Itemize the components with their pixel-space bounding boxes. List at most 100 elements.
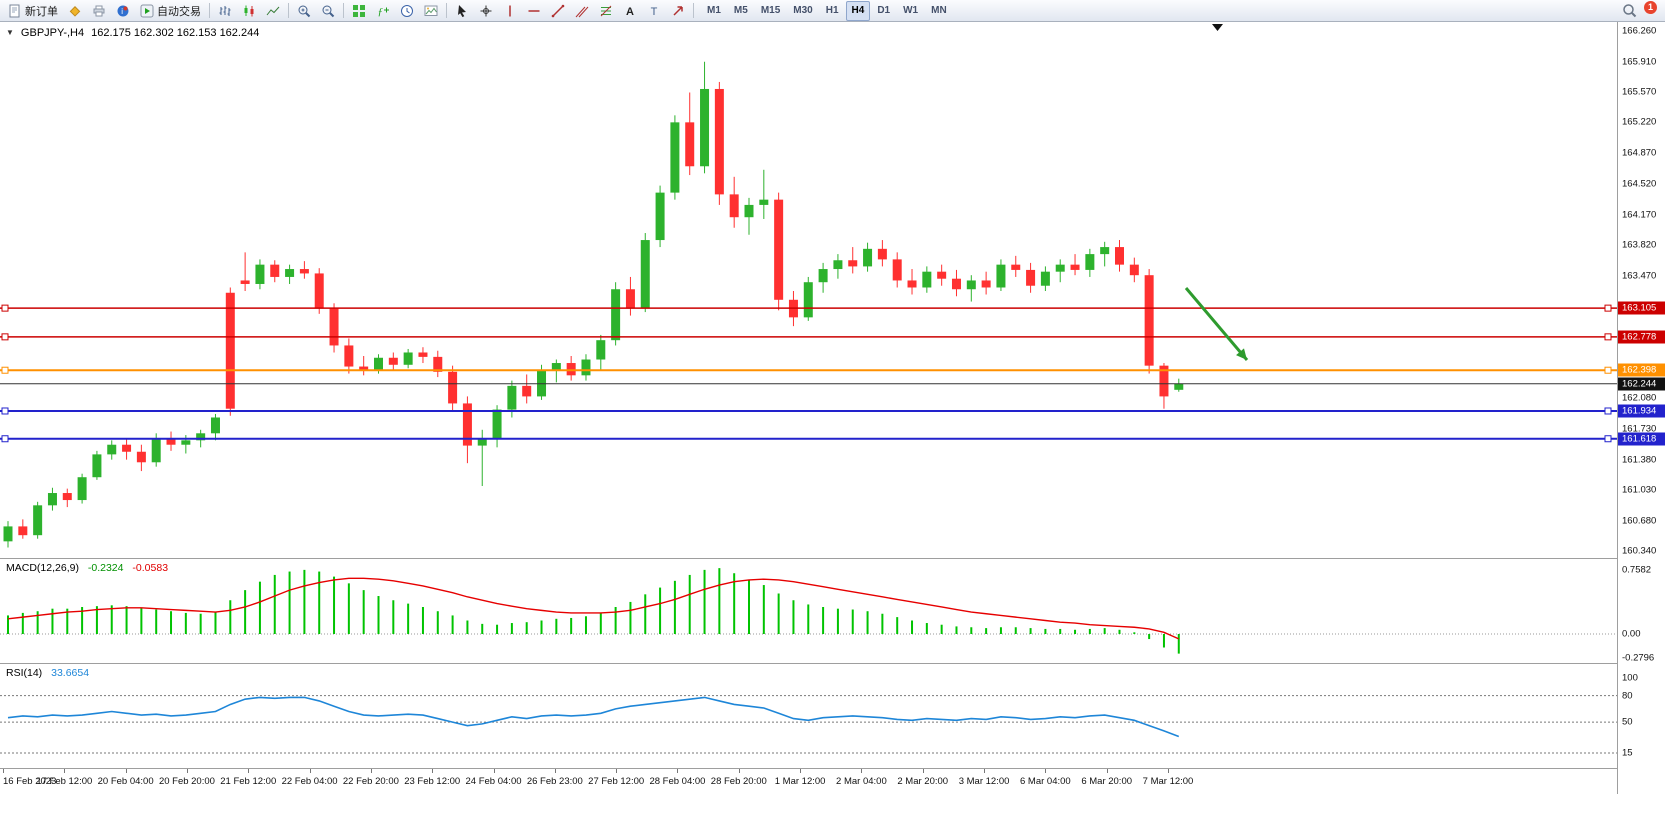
print-button[interactable] [87,0,111,21]
text-tool-button[interactable]: A [618,0,642,21]
macd-signal-value: -0.0583 [132,562,169,574]
rsi-axis-label: 100 [1622,672,1638,684]
timeframe-h1-button[interactable]: H1 [825,4,839,16]
channel-tool-button[interactable] [570,0,594,21]
one-click-trading-toggle[interactable]: ▼ [6,28,14,37]
hline-163-105[interactable] [0,304,1617,312]
chart-shift-marker[interactable] [1212,24,1223,31]
time-axis-tick [1168,769,1169,773]
timeframe-m1-button[interactable]: M1 [707,4,721,16]
price-axis-label: 163.470 [1622,270,1657,282]
rsi-value: 33.6654 [51,667,90,679]
new-order-button[interactable]: 新订单 [3,0,63,21]
zoom-in-button[interactable] [292,0,316,21]
timeframe-d1-button[interactable]: D1 [877,4,891,16]
price-axis-label: 160.340 [1622,545,1657,557]
templates-button[interactable] [419,0,443,21]
line-chart-mode-button[interactable] [261,0,285,21]
price-axis-label: 162.080 [1622,392,1657,404]
arrow-tool-icon [673,5,683,16]
price-tag-161-618: 161.618 [1618,432,1665,446]
arrows-tool-button[interactable] [666,0,690,21]
price-axis-label: 164.520 [1622,178,1657,190]
price-axis[interactable]: 166.260 165.910 165.570 165.220 164.870 164.5… [1617,22,1665,794]
time-axis-label: 22 Feb 20:00 [342,776,399,787]
metaeditor-button[interactable] [63,0,87,21]
chart-ohlc-readout: 162.175 162.302 162.153 162.244 [91,27,260,39]
timeframe-m15-button[interactable]: M15 [760,4,781,16]
macd-indicator-panel[interactable]: MACD(12,26,9) -0.2324 -0.0583 [0,558,1617,663]
time-axis-label: 24 Feb 04:00 [465,776,522,787]
cursor-tool-button[interactable] [450,0,474,21]
equidistant-channel-icon [575,6,589,17]
time-axis[interactable]: 16 Feb 2023 17 Feb 12:00 20 Feb 04:00 20 Fe… [0,768,1617,795]
vertical-line-tool-button[interactable] [498,0,522,21]
price-axis-label: 164.870 [1622,147,1657,159]
trendline-tool-button[interactable] [546,0,570,21]
toolbar-separator [343,3,344,18]
rsi-indicator-panel[interactable]: RSI(14) 33.6654 [0,663,1617,768]
time-axis-label: 20 Feb 04:00 [97,776,154,787]
period-button[interactable] [395,0,419,21]
toolbar-separator [209,3,210,18]
timeframe-m5-button[interactable]: M5 [733,4,748,16]
bar-chart-mode-button[interactable] [213,0,237,21]
current-price-tag: 162.244 [1618,377,1665,391]
toolbar-separator [693,3,694,18]
timeframe-h4-button[interactable]: H4 [845,0,871,21]
time-axis-tick [309,769,311,773]
zoom-in-icon [298,5,311,17]
price-axis-label: 164.170 [1622,209,1657,221]
autotrading-icon [140,4,154,17]
crosshair-icon [480,5,492,16]
chart-header: ▼ GBPJPY-,H4 162.175 162.302 162.153 162… [6,27,259,39]
timeframe-w1-button[interactable]: W1 [903,4,919,16]
time-axis-tick [125,769,127,773]
price-axis-label: 161.380 [1622,454,1657,466]
clock-icon [401,4,413,17]
text-label-tool-button[interactable]: T [642,0,666,21]
hline-161-618[interactable] [0,435,1617,443]
price-tag-163-105: 163.105 [1618,301,1665,315]
autotrading-button[interactable]: 自动交易 [135,0,206,21]
time-axis-tick [1045,769,1047,773]
macd-axis-label: 0.7582 [1622,564,1652,576]
time-axis-label: 27 Feb 12:00 [588,776,645,787]
price-axis-label: 161.730 [1622,423,1657,435]
candlestick-mode-button[interactable] [237,0,261,21]
time-axis-label: 28 Feb 20:00 [710,776,767,787]
rsi-axis-label: 50 [1622,716,1633,728]
horizontal-line-tool-button[interactable] [522,0,546,21]
indicators-button[interactable]: ƒ [371,0,395,21]
community-button[interactable]: i [111,0,135,21]
price-axis-label: 161.030 [1622,484,1657,496]
macd-axis-label: 0.00 [1622,628,1641,640]
price-tag-162-398: 162.398 [1618,363,1665,377]
trend-arrow-annotation[interactable] [1184,287,1249,361]
notification-badge[interactable]: 1 [1644,0,1657,14]
time-axis-label: 17 Feb 12:00 [36,776,93,787]
time-axis-label: 26 Feb 23:00 [526,776,583,787]
community-icon: i [117,5,129,16]
zoom-out-icon [322,5,335,17]
time-axis-tick [984,769,986,773]
hline-162-398[interactable] [0,366,1617,374]
hline-161-934[interactable] [0,407,1617,415]
timeframe-mn-button[interactable]: MN [931,4,947,16]
autotrading-label: 自动交易 [157,5,201,18]
timeframe-m30-button[interactable]: M30 [793,4,813,16]
zoom-out-button[interactable] [316,0,340,21]
new-order-label: 新订单 [25,5,58,18]
tile-windows-button[interactable] [347,0,371,21]
main-price-chart[interactable]: ▼ GBPJPY-,H4 162.175 162.302 162.153 162… [0,22,1617,558]
price-tag-162-778: 162.778 [1618,330,1665,344]
main-toolbar: 新订单 i 自动交易 [0,0,1665,22]
time-axis-tick [922,769,924,773]
fibonacci-tool-button[interactable] [594,0,618,21]
time-axis-label: 28 Feb 04:00 [649,776,706,787]
search-button[interactable] [1617,0,1642,21]
hline-162-778[interactable] [0,333,1617,341]
crosshair-tool-button[interactable] [474,0,498,21]
time-axis-tick [3,769,4,773]
price-axis-label: 165.910 [1622,56,1657,68]
